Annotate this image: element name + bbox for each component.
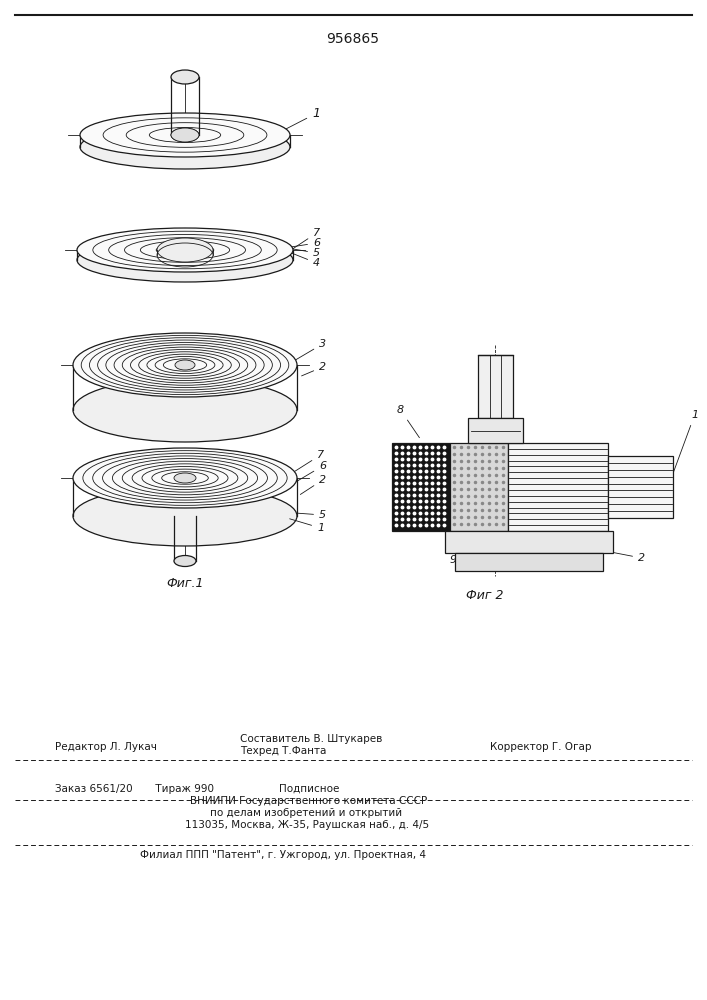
Text: 8: 8 [397, 405, 419, 438]
Bar [445, 531, 613, 553]
Ellipse shape [174, 556, 196, 566]
Bar [608, 456, 673, 518]
Bar [450, 443, 508, 531]
Text: 1: 1 [284, 107, 320, 130]
Bar [392, 443, 450, 531]
Text: 1: 1 [669, 410, 698, 484]
Text: Филиал ППП "Патент", г. Ужгород, ул. Проектная, 4: Филиал ППП "Патент", г. Ужгород, ул. Про… [140, 850, 426, 860]
Text: Техред Т.Фанта: Техред Т.Фанта [240, 746, 327, 756]
Text: 3: 3 [294, 339, 326, 361]
Ellipse shape [171, 128, 199, 142]
Ellipse shape [175, 360, 195, 370]
Text: 5: 5 [275, 246, 320, 258]
Text: 1: 1 [290, 519, 324, 533]
Bar [455, 553, 603, 571]
Text: Фиг 2: Фиг 2 [466, 589, 504, 602]
Text: 4: 4 [267, 243, 320, 268]
Ellipse shape [73, 378, 297, 442]
Text: 6: 6 [283, 238, 320, 248]
Text: 956865: 956865 [327, 32, 380, 46]
Text: ВНИИПИ Государственного комитета СССР: ВНИИПИ Государственного комитета СССР [190, 796, 427, 806]
Text: по делам изобретений и открытий: по делам изобретений и открытий [210, 808, 402, 818]
Text: Редактор Л. Лукач: Редактор Л. Лукач [55, 742, 157, 752]
Text: 6: 6 [477, 537, 484, 565]
Text: Фиг.1: Фиг.1 [166, 577, 204, 590]
Ellipse shape [73, 333, 297, 397]
Text: 2: 2 [300, 475, 326, 494]
Text: 7: 7 [291, 450, 324, 474]
Text: 7: 7 [497, 537, 504, 565]
Ellipse shape [80, 125, 290, 169]
Text: Заказ 6561/20       Тираж 990                    Подписное: Заказ 6561/20 Тираж 990 Подписное [55, 784, 339, 794]
Ellipse shape [171, 128, 199, 142]
Text: Корректор Г. Огар: Корректор Г. Огар [490, 742, 592, 752]
Ellipse shape [157, 238, 213, 262]
Text: Составитель В. Штукарев: Составитель В. Штукарев [240, 734, 382, 744]
Ellipse shape [73, 448, 297, 508]
Text: 9: 9 [450, 537, 457, 565]
Text: 7: 7 [291, 228, 320, 250]
Ellipse shape [77, 228, 293, 272]
Bar [508, 443, 608, 531]
Bar [468, 418, 523, 443]
Text: 2: 2 [531, 537, 645, 563]
Bar [478, 355, 513, 418]
Ellipse shape [80, 113, 290, 157]
Text: 5: 5 [459, 537, 466, 565]
Text: 113035, Москва, Ж-35, Раушская наб., д. 4/5: 113035, Москва, Ж-35, Раушская наб., д. … [185, 820, 429, 830]
Text: 5: 5 [298, 510, 326, 520]
Text: 2: 2 [302, 362, 326, 376]
Ellipse shape [73, 486, 297, 546]
Text: 6: 6 [296, 461, 326, 482]
Ellipse shape [77, 238, 293, 282]
Ellipse shape [174, 473, 196, 483]
Ellipse shape [171, 70, 199, 84]
